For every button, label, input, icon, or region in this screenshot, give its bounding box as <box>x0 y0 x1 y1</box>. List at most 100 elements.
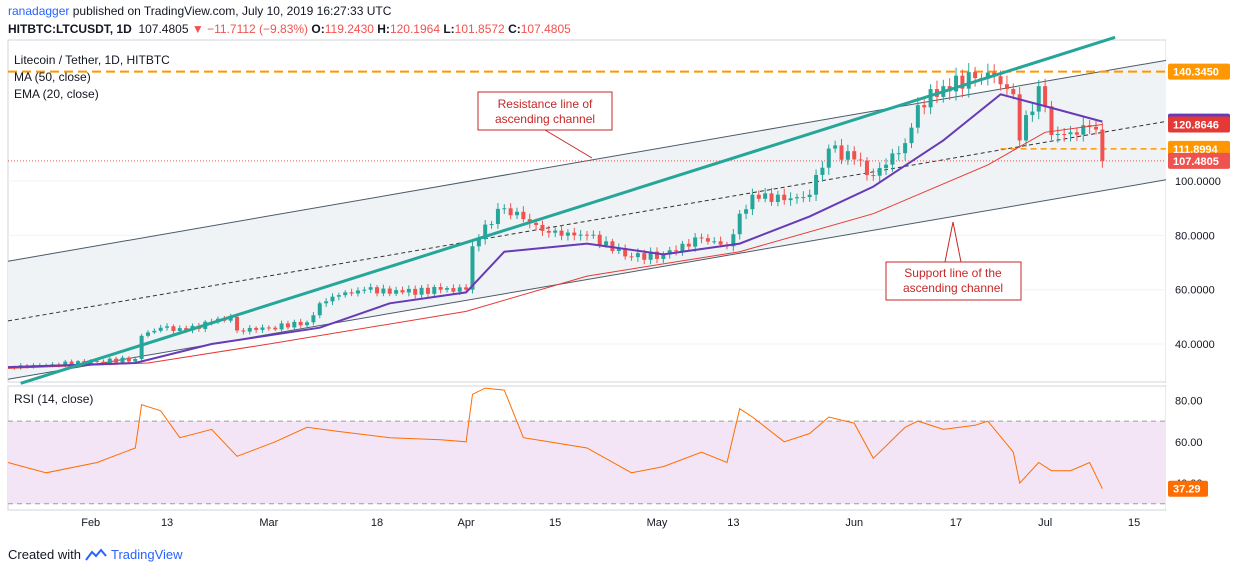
candle-body <box>1049 106 1054 135</box>
candle-body <box>279 323 284 330</box>
candle-body <box>419 287 424 295</box>
candle-body <box>903 143 908 154</box>
symbol-label: HITBTC:LTCUSDT, 1D <box>8 22 132 36</box>
candle-body <box>585 234 589 236</box>
published-text: published on TradingView.com, July 10, 2… <box>72 4 392 18</box>
candle-body <box>330 296 335 302</box>
time-tick-label: 15 <box>549 517 561 529</box>
candle-body <box>604 241 609 246</box>
candle-body <box>260 327 265 330</box>
support-callout-pointer <box>944 221 962 263</box>
price-axis-ticks: 40.0000 60.0000 80.0000 100.0000 <box>1175 176 1221 351</box>
candle-body <box>254 327 259 330</box>
candle-body <box>177 328 182 331</box>
candle-body <box>228 316 233 321</box>
candle-body <box>502 208 507 210</box>
price-tick-label: 100.0000 <box>1175 176 1221 188</box>
candle-body <box>1081 125 1086 135</box>
candle-body <box>1036 86 1041 112</box>
candle-body <box>915 105 920 128</box>
candle-body <box>858 159 863 161</box>
candle-body <box>591 234 596 236</box>
candle-body <box>1017 94 1022 141</box>
candle-body <box>654 251 659 259</box>
candle-body <box>1004 84 1009 90</box>
ma50-line[interactable] <box>7 124 1103 369</box>
candle-body <box>241 330 246 332</box>
candle-body <box>413 288 418 295</box>
low-label: L: <box>443 22 455 36</box>
candle-body <box>534 222 539 225</box>
price-tag <box>1168 116 1230 133</box>
candle-body <box>273 327 278 330</box>
candle-body <box>928 89 933 108</box>
candle-body <box>731 234 736 247</box>
candle-body <box>705 238 710 242</box>
candle-body <box>909 127 914 144</box>
candle-body <box>680 243 685 252</box>
candle-body <box>648 251 653 260</box>
candle-body <box>884 164 889 169</box>
rsi-band <box>8 421 1166 504</box>
candle-body <box>1011 89 1016 95</box>
candle-body <box>629 256 634 258</box>
resistance-callout-line1: Resistance line of <box>498 97 593 111</box>
high-value: 120.1964 <box>389 22 440 36</box>
rsi-line[interactable] <box>7 387 1103 489</box>
candle-body <box>877 168 882 176</box>
candle-body <box>565 232 570 236</box>
price-axis[interactable] <box>1166 40 1234 382</box>
candle-body <box>324 301 329 304</box>
candle-body <box>285 323 290 328</box>
candle-body <box>451 288 456 292</box>
ohlc-header: HITBTC:LTCUSDT, 1D 107.4805 ▼ −11.7112 (… <box>8 22 571 36</box>
candle-body <box>387 288 392 294</box>
candle-body <box>266 327 271 329</box>
candle-body <box>839 145 844 160</box>
resistance-callout[interactable] <box>477 91 613 131</box>
candle-body <box>515 211 520 216</box>
footer: Created with TradingView <box>8 547 183 562</box>
candle-body <box>572 232 577 236</box>
candle-body <box>375 287 380 294</box>
candle-body <box>470 246 475 290</box>
candle-body <box>298 321 303 326</box>
candle-body <box>794 197 799 199</box>
candle-body <box>985 72 990 79</box>
time-tick-label: 13 <box>161 517 173 529</box>
candle-body <box>139 335 144 359</box>
rsi-tick-label: 60.00 <box>1175 437 1203 449</box>
resistance-callout-line2: ascending channel <box>495 112 595 126</box>
support-callout-line1: Support line of the <box>904 266 1002 280</box>
candle-body <box>635 253 640 258</box>
candle-body <box>1030 111 1035 116</box>
candle-body <box>744 209 749 214</box>
support-callout[interactable] <box>885 261 1022 301</box>
candle-body <box>750 194 755 210</box>
candle-body <box>769 193 774 202</box>
candle-body <box>820 167 825 175</box>
candle-body <box>763 193 768 199</box>
candle-body <box>101 361 106 364</box>
ema20-line[interactable] <box>7 93 1103 369</box>
candle-body <box>699 237 704 239</box>
candle-body <box>247 327 252 332</box>
ema-legend: EMA (20, close) <box>14 87 99 101</box>
candle-body <box>1068 132 1073 135</box>
price-tag-label: 140.3450 <box>1173 67 1219 79</box>
time-tick-label: 15 <box>1128 517 1140 529</box>
author-link[interactable]: ranadagger <box>8 4 70 18</box>
trend-line[interactable] <box>20 35 1116 385</box>
candle-body <box>674 250 679 252</box>
tradingview-brand[interactable]: TradingView <box>110 547 183 562</box>
candle-body <box>495 208 500 225</box>
candle-body <box>75 361 80 366</box>
candle-body <box>349 292 354 294</box>
candle-body <box>616 248 621 251</box>
candle-body <box>890 153 895 165</box>
rsi-last-tag <box>1168 480 1208 497</box>
candle-body <box>610 241 615 251</box>
candle-body <box>871 175 876 177</box>
